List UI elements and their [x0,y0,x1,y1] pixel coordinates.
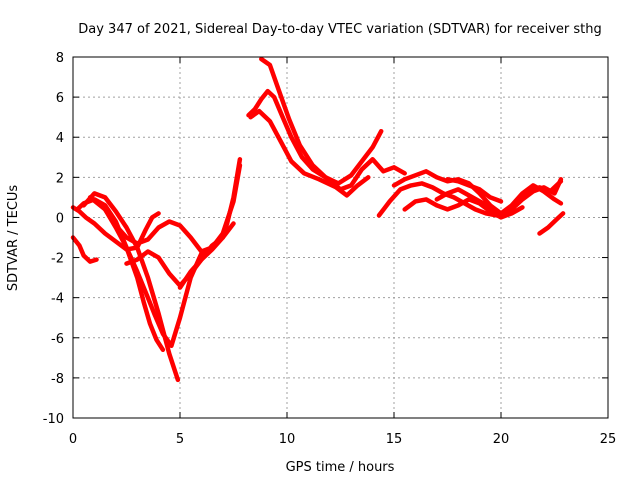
x-axis-label: GPS time / hours [286,460,395,475]
series-track-16 [445,177,504,204]
series-track-17 [537,211,566,236]
x-tick-label: 15 [386,432,403,447]
grid [73,57,608,418]
series-group [70,56,566,383]
x-tick-label: 25 [600,432,617,447]
plot-frame [72,56,609,419]
y-tick-label: 2 [56,171,64,186]
y-axis-label: SDTVAR / TECUs [6,185,21,292]
y-tick-label: -4 [51,292,64,307]
y-tick-label: 6 [56,91,64,106]
series-track-13 [391,169,564,216]
series-track-2 [70,205,161,252]
x-tick-label: 5 [176,432,184,447]
y-tick-label: -10 [43,412,64,427]
series-track-8 [177,157,243,290]
x-tick-label: 20 [493,432,510,447]
chart-title: Day 347 of 2021, Sidereal Day-to-day VTE… [78,22,602,37]
axis-ticks: 0 5 10 15 20 25 -10 -8 -6 -4 -2 0 2 4 6 8 [43,51,617,447]
series-track-11 [248,108,371,198]
y-tick-label: 8 [56,51,64,66]
series-track-9 [246,88,407,192]
series-track-10 [259,56,384,186]
x-tick-label: 10 [279,432,296,447]
series-track-4 [81,191,181,383]
y-tick-label: 4 [56,131,64,146]
y-tick-label: 0 [56,211,64,226]
series-track-14 [402,197,525,220]
y-tick-label: -6 [51,332,64,347]
x-tick-label: 0 [69,432,77,447]
y-tick-label: -2 [51,252,64,267]
y-tick-label: -8 [51,372,64,387]
series-track-1 [70,235,99,264]
series-track-15 [434,177,564,216]
